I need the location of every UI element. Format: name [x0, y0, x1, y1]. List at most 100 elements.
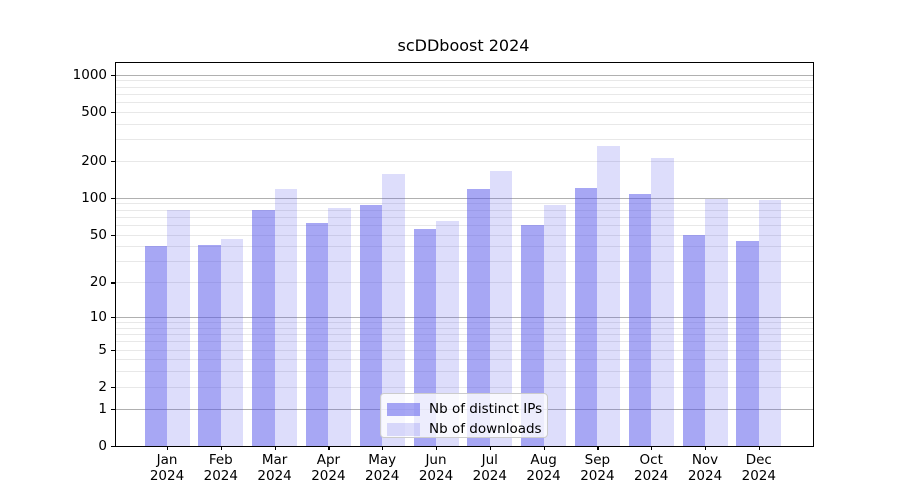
x-tick-mark: [328, 446, 330, 450]
y-tick-mark: [111, 349, 115, 351]
y-tick-label: 20: [89, 274, 107, 291]
x-tick-label-sep: Sep 2024: [580, 452, 615, 484]
gridline-minor: [116, 246, 813, 248]
legend-swatch-downloads: [387, 422, 420, 436]
gridline-minor: [116, 111, 813, 113]
x-tick-mark: [382, 446, 384, 450]
gridline-minor: [116, 341, 813, 343]
gridline-minor: [116, 322, 813, 324]
y-tick-label: 0: [98, 438, 107, 454]
bar-downloads-feb: [220, 238, 244, 446]
y-tick-mark: [111, 74, 115, 76]
y-tick-label: 1000: [72, 66, 107, 83]
y-tick-mark: [111, 111, 115, 113]
y-tick-label: 100: [81, 189, 107, 206]
gridline-major: [116, 197, 813, 199]
legend-label-distinct-ips: Nb of distinct IPs: [429, 401, 543, 417]
gridline-minor: [116, 334, 813, 336]
x-tick-mark: [651, 446, 653, 450]
x-tick-mark: [436, 446, 438, 450]
gridline-minor: [116, 93, 813, 95]
bar-distinct-ips-oct: [628, 194, 652, 446]
x-tick-label-aug: Aug 2024: [526, 452, 561, 484]
legend-swatch-distinct-ips: [387, 402, 420, 416]
gridline-minor: [116, 160, 813, 162]
x-tick-mark: [274, 446, 276, 450]
y-tick-mark: [111, 446, 115, 448]
x-tick-mark: [705, 446, 707, 450]
y-tick-label: 500: [81, 103, 107, 120]
gridline-major: [116, 317, 813, 319]
bar-distinct-ips-nov: [682, 234, 705, 446]
x-tick-label-dec: Dec 2024: [741, 452, 776, 484]
bar-distinct-ips-jan: [144, 246, 167, 446]
gridline-minor: [116, 209, 813, 211]
y-tick-label: 1: [98, 400, 107, 417]
y-tick-mark: [111, 408, 115, 410]
gridline-minor: [116, 282, 813, 284]
x-tick-mark: [543, 446, 545, 450]
bar-distinct-ips-dec: [736, 241, 759, 446]
gridline-minor: [116, 261, 813, 263]
bar-downloads-oct: [651, 157, 674, 446]
gridline-major: [116, 74, 813, 76]
bar-distinct-ips-jun: [413, 228, 436, 446]
gridline-minor: [116, 203, 813, 205]
x-tick-mark: [489, 446, 491, 450]
chart-title: scDDboost 2024: [397, 36, 530, 55]
y-tick-label: 10: [89, 309, 107, 326]
plot-area: 0 1 2 5 10 20 50 100 200 500 1000 Jan 2024 Feb 2024 Ma…: [73, 62, 814, 483]
bar-distinct-ips-may: [359, 204, 383, 446]
y-tick-mark: [111, 282, 115, 284]
x-tick-label-may: May 2024: [365, 452, 400, 484]
legend-item-downloads: Nb of downloads: [387, 419, 542, 439]
gridline-minor: [116, 80, 813, 82]
y-tick-mark: [111, 197, 115, 200]
gridline-minor: [116, 123, 813, 125]
y-tick-mark: [111, 386, 115, 389]
bar-distinct-ips-feb: [198, 245, 221, 446]
x-tick-mark: [597, 446, 599, 450]
bar-downloads-jun: [436, 220, 459, 446]
bar-distinct-ips-mar: [252, 209, 275, 446]
bar-distinct-ips-aug: [521, 224, 544, 446]
gridline-minor: [116, 386, 813, 388]
legend-item-distinct-ips: Nb of distinct IPs: [387, 399, 543, 419]
bar-distinct-ips-jul: [467, 189, 490, 446]
gridline-minor: [116, 86, 813, 88]
bar-distinct-ips-apr: [305, 223, 329, 446]
bar-distinct-ips-sep: [574, 188, 598, 446]
gridline-minor: [116, 139, 813, 141]
x-tick-label-apr: Apr 2024: [311, 452, 346, 484]
x-tick-label-jan: Jan 2024: [149, 452, 185, 484]
gridline-minor: [116, 327, 813, 329]
y-tick-mark: [111, 234, 115, 236]
gridline-minor: [116, 224, 813, 226]
y-tick-label: 5: [98, 341, 107, 358]
bar-downloads-dec: [758, 200, 782, 446]
x-tick-label-feb: Feb 2024: [203, 452, 238, 484]
y-tick-label: 2: [98, 378, 107, 395]
bar-downloads-jan: [167, 210, 190, 446]
gridline-minor: [116, 234, 813, 236]
y-tick-label: 50: [89, 226, 107, 243]
x-tick-label-nov: Nov 2024: [687, 452, 723, 484]
x-tick-label-oct: Oct 2024: [634, 452, 669, 484]
bar-downloads-jul: [489, 171, 513, 446]
x-tick-label-jun: Jun 2024: [418, 452, 454, 484]
y-tick-label: 200: [81, 152, 107, 169]
x-tick-mark: [758, 446, 760, 450]
bar-downloads-apr: [328, 208, 351, 446]
y-tick-mark: [111, 317, 115, 319]
bar-downloads-nov: [705, 198, 728, 446]
legend-label-downloads: Nb of downloads: [429, 421, 542, 437]
x-tick-mark: [167, 446, 169, 450]
legend: Nb of distinct IPs Nb of downloads: [380, 393, 548, 438]
bar-downloads-sep: [597, 146, 620, 446]
bar-downloads-aug: [543, 205, 567, 446]
x-tick-label-mar: Mar 2024: [257, 452, 292, 484]
y-tick-mark: [111, 160, 115, 163]
gridline-minor: [116, 216, 813, 218]
gridline-minor: [116, 359, 813, 361]
